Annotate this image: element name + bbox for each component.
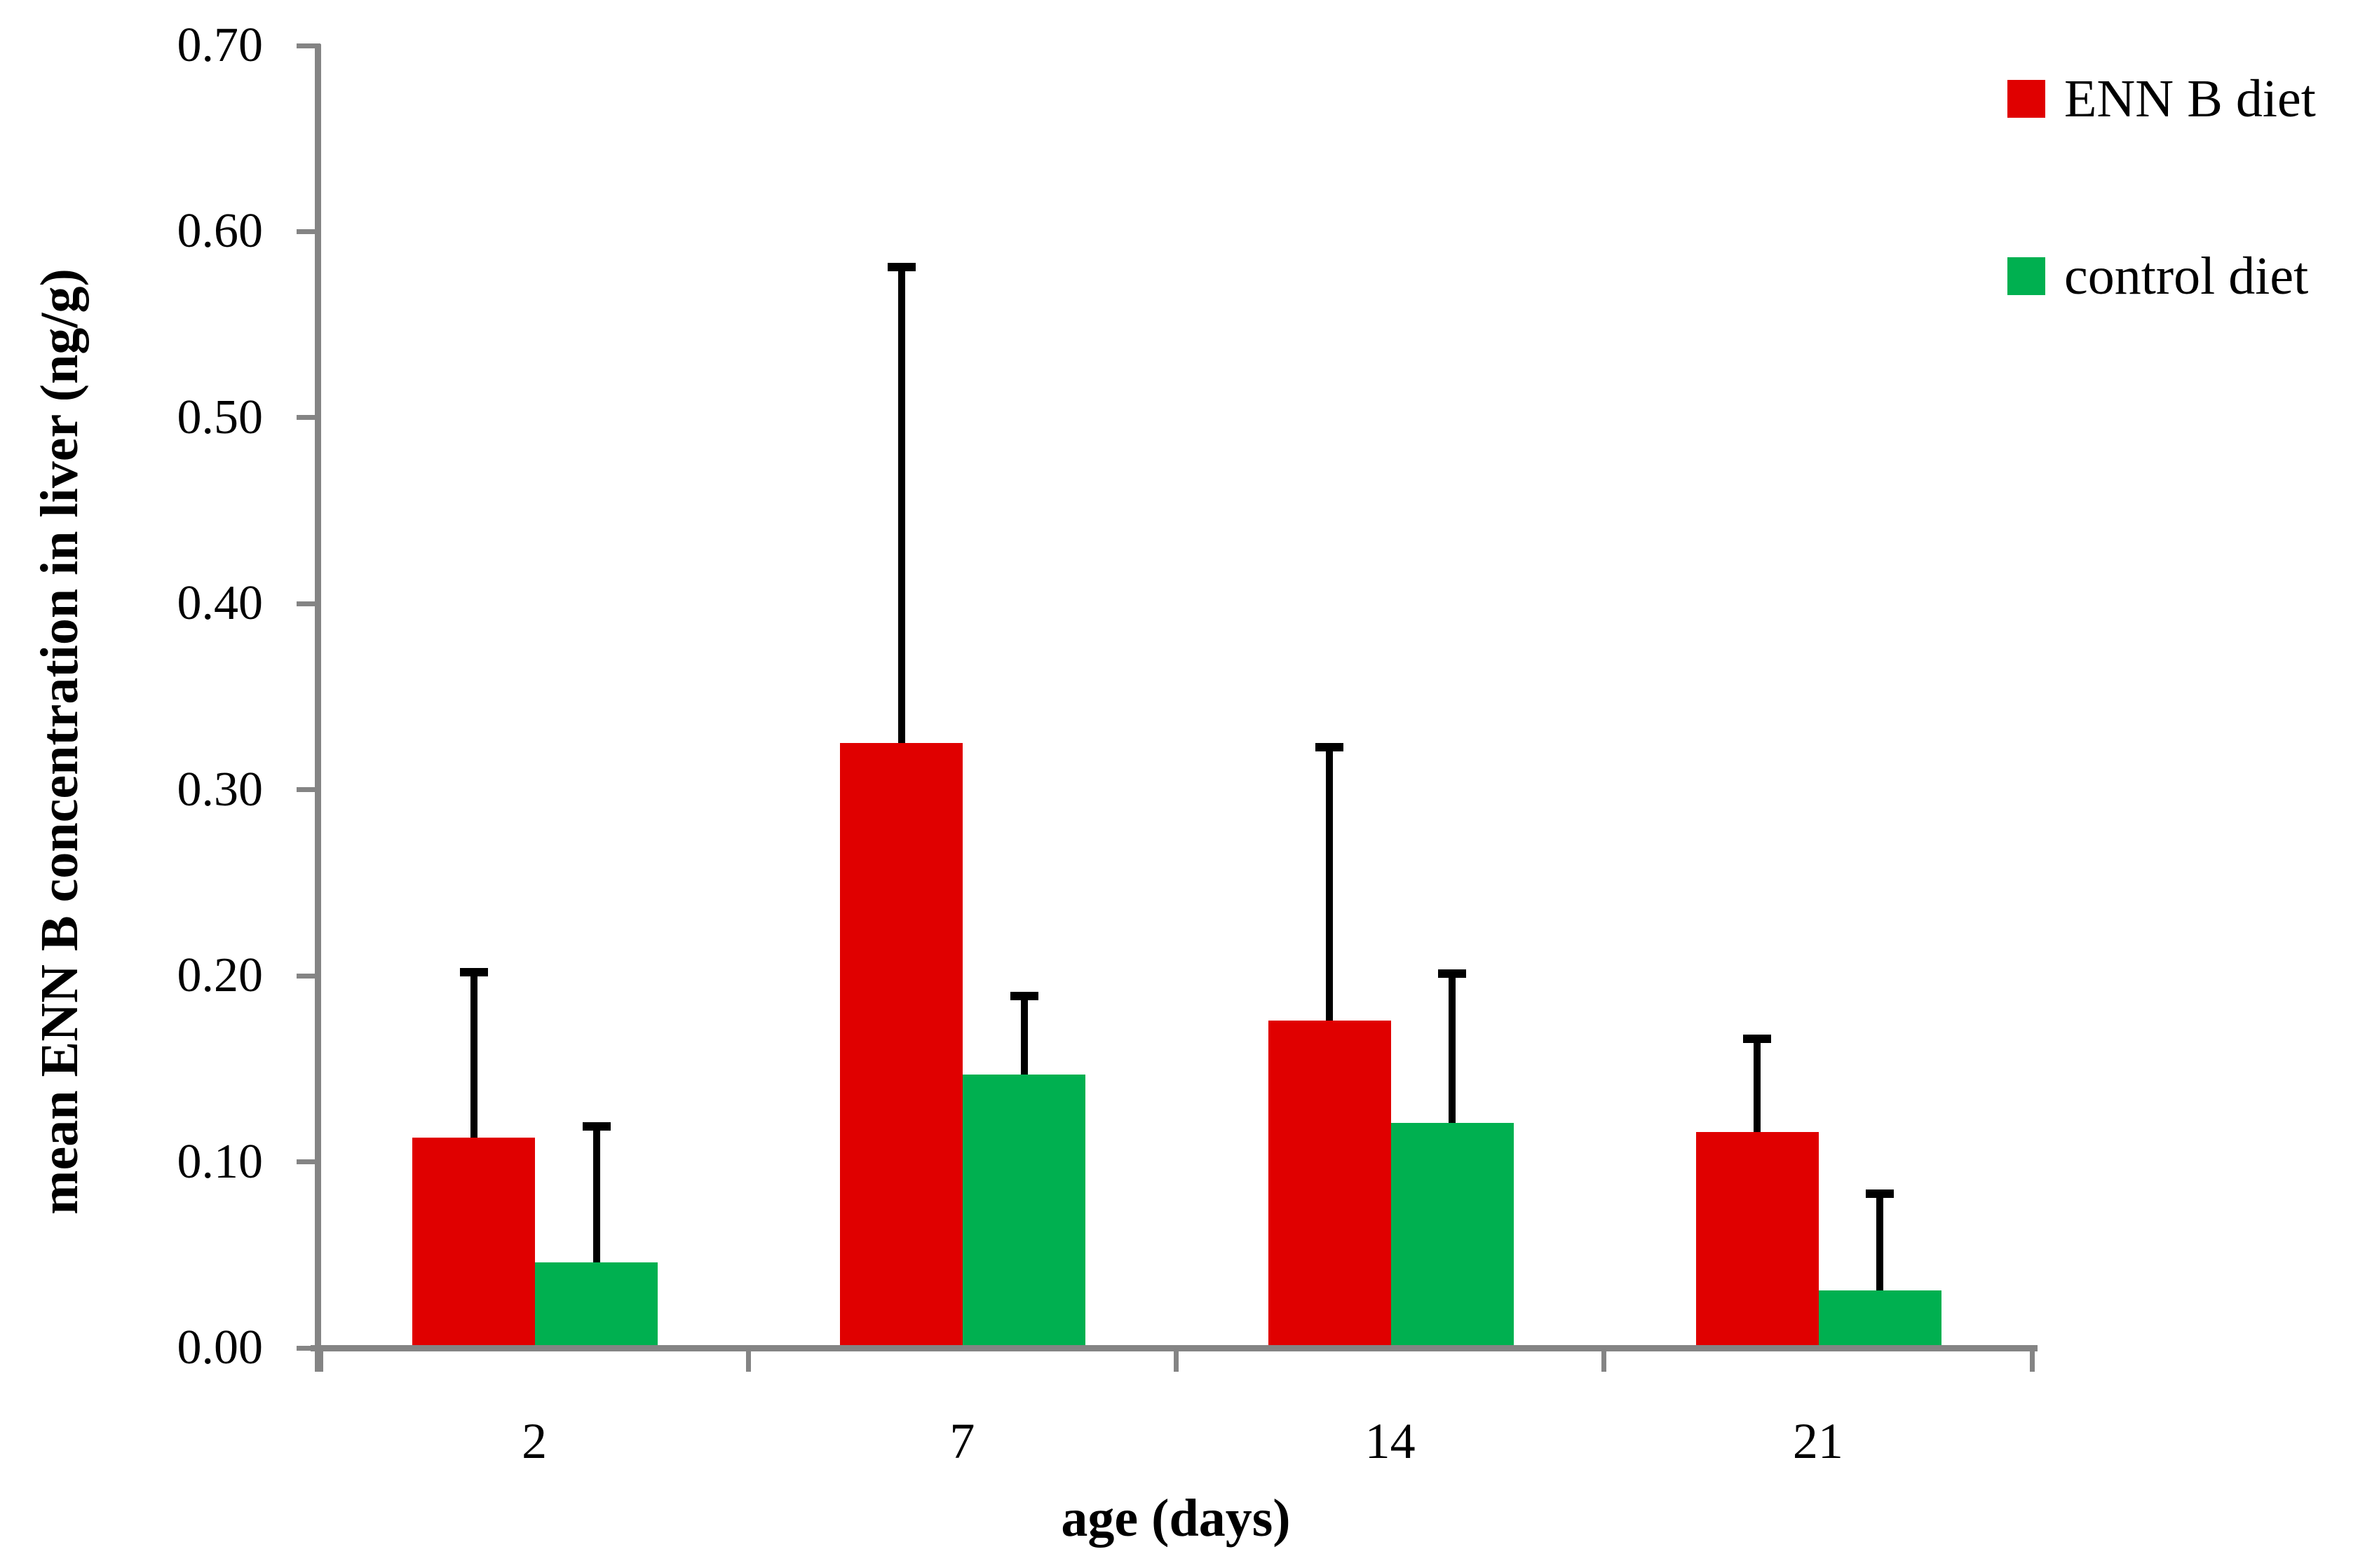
error-bar-line <box>1754 1039 1761 1133</box>
legend-swatch-control-diet <box>2007 257 2045 295</box>
error-bar-line <box>1876 1193 1884 1290</box>
x-tick <box>2029 1348 2035 1372</box>
error-bar-cap <box>1866 1189 1895 1198</box>
y-tick <box>297 601 320 606</box>
error-bar-line <box>1326 746 1333 1021</box>
y-tick <box>297 787 320 793</box>
x-tick-label: 7 <box>949 1413 975 1469</box>
bar-control-diet-age-7 <box>963 1074 1086 1348</box>
error-bar-cap <box>887 262 916 271</box>
x-tick <box>1601 1348 1607 1372</box>
bar-control-diet-age-14 <box>1390 1122 1514 1348</box>
legend-label-control-diet: control diet <box>2064 247 2309 306</box>
bar-control-diet-age-2 <box>535 1262 658 1348</box>
error-bar-cap <box>582 1122 611 1131</box>
y-axis-line <box>315 44 321 1372</box>
error-bar-line <box>592 1126 600 1262</box>
y-tick-label: 0.20 <box>177 948 264 1003</box>
y-tick-label: 0.30 <box>177 762 264 817</box>
y-tick <box>297 415 320 421</box>
error-bar-cap <box>1743 1035 1772 1044</box>
y-tick-label: 0.00 <box>177 1321 264 1375</box>
x-tick <box>1174 1348 1179 1372</box>
error-bar-line <box>897 266 905 744</box>
y-tick-label: 0.70 <box>177 18 264 72</box>
error-bar-line <box>470 972 477 1138</box>
bar-enn-b-diet-age-7 <box>840 743 963 1348</box>
error-bar-line <box>1020 996 1028 1075</box>
bar-control-diet-age-21 <box>1818 1290 1941 1348</box>
error-bar-cap <box>459 967 488 976</box>
x-tick-label: 14 <box>1364 1413 1416 1469</box>
y-tick-label: 0.50 <box>177 390 264 444</box>
error-bar-cap <box>1010 992 1038 1001</box>
error-bar-line <box>1449 974 1456 1123</box>
bar-enn-b-diet-age-2 <box>412 1138 535 1348</box>
y-axis-title: mean ENN B concentration in liver (ng/g) <box>30 268 89 1215</box>
y-tick-label: 0.60 <box>177 204 264 259</box>
y-tick <box>297 1345 320 1351</box>
legend-swatch-enn-b-diet <box>2007 80 2045 118</box>
x-axis-title: age (days) <box>1061 1489 1291 1548</box>
error-bar-cap <box>1438 969 1466 979</box>
bar-enn-b-diet-age-14 <box>1268 1020 1391 1348</box>
y-tick <box>297 973 320 979</box>
y-tick <box>297 229 320 234</box>
x-tick <box>745 1348 751 1372</box>
y-tick <box>297 43 320 48</box>
x-tick <box>318 1348 323 1372</box>
x-tick-label: 2 <box>522 1413 548 1469</box>
x-tick-label: 21 <box>1792 1413 1843 1469</box>
legend-label-enn-b-diet: ENN B diet <box>2064 69 2316 128</box>
y-tick <box>297 1159 320 1165</box>
y-tick-label: 0.40 <box>177 576 264 631</box>
y-tick-label: 0.10 <box>177 1134 264 1189</box>
bar-enn-b-diet-age-21 <box>1695 1132 1819 1348</box>
error-bar-cap <box>1315 742 1343 751</box>
